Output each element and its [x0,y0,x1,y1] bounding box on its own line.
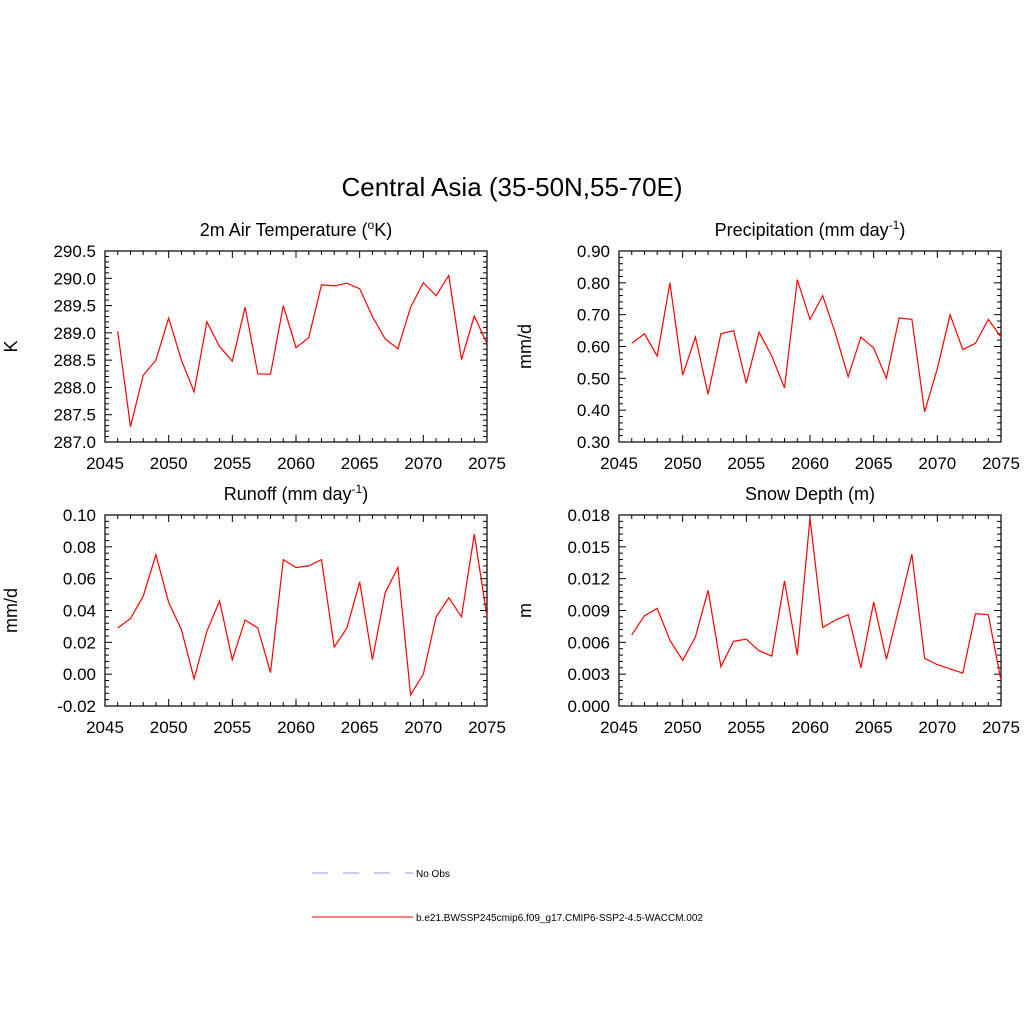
y-tick-label: 287.5 [53,406,96,425]
panel-title-tail: ) [899,220,905,240]
plot-frame [618,250,1002,443]
x-tick-label: 2055 [727,718,765,737]
y-tick-label: 0.40 [577,401,610,420]
x-tick-label: 2075 [982,454,1020,473]
chart-panel-3: Runoff (mm day-1) mm/d 2045 2050 2055 2060 206… [1,482,506,737]
y-tick-label: 290.5 [53,242,96,261]
x-tick-label: 2055 [213,454,251,473]
panel-title: Runoff (mm day-1) [224,482,368,504]
y-tick-label: 0.006 [567,633,610,652]
x-tick-label: 2060 [277,454,315,473]
legend: No Obs b.e21.BWSSP245cmip6.f09_g17.CMIP6-… [312,869,703,924]
x-tick-label: 2045 [600,454,638,473]
y-tick-label: 0.90 [577,242,610,261]
panel-title-superscript: -1 [352,482,363,496]
y-tick-label: 0.012 [567,570,610,589]
chart-panel-1: 2m Air Temperature (oK) K 2045 2050 2055 2060… [1,218,506,473]
x-tick-label: 2070 [404,454,442,473]
series-line-1 [117,273,488,427]
x-tick-label: 2055 [213,718,251,737]
x-tick-label: 2060 [791,454,829,473]
panel-title: Snow Depth (m) [745,484,875,504]
y-tick-label: 0.02 [63,633,96,652]
x-tick-label: 2055 [727,454,765,473]
y-tick-label: 0.06 [63,570,96,589]
x-tick-label: 2065 [341,718,379,737]
series-line-1 [631,518,1002,681]
x-tick-label: 2050 [664,454,702,473]
y-tick-label: 0.08 [63,538,96,557]
x-tick-label: 2050 [150,718,188,737]
series-line-1 [117,534,488,697]
y-tick-label: 0.70 [577,306,610,325]
x-tick-label: 2060 [277,718,315,737]
panel-title-text: Precipitation (mm day [715,220,889,240]
chart-panel-4: Snow Depth (m) m 2045 2050 2055 2060 2065 2070 2… [515,484,1020,737]
legend-label: No Obs [416,869,450,880]
panel-title-text: 2m Air Temperature ( [200,220,368,240]
x-tick-label: 2045 [600,718,638,737]
chart-panels: 2m Air Temperature (oK) K 2045 2050 2055 2060… [1,218,1020,737]
legend-item-2: b.e21.BWSSP245cmip6.f09_g17.CMIP6-SSP2-4… [312,913,703,924]
x-tick-label: 2070 [918,718,956,737]
y-tick-label: 287.0 [53,433,96,452]
y-tick-label: 289.0 [53,324,96,343]
x-tick-label: 2050 [664,718,702,737]
y-tick-label: 0.04 [63,602,96,621]
y-tick-label: 0.00 [63,665,96,684]
y-tick-label: 0.30 [577,433,610,452]
x-tick-label: 2075 [468,718,506,737]
figure-title: Central Asia (35-50N,55-70E) [341,172,682,202]
x-tick-label: 2060 [791,718,829,737]
plot-frame [618,514,1002,707]
plot-frame [104,514,488,707]
y-tick-label: 0.003 [567,665,610,684]
panel-title-superscript: o [368,218,375,232]
x-tick-label: 2075 [468,454,506,473]
legend-label: b.e21.BWSSP245cmip6.f09_g17.CMIP6-SSP2-4… [416,913,703,924]
y-tick-label: 290.0 [53,269,96,288]
panel-title-tail: ) [362,484,368,504]
chart-panel-2: Precipitation (mm day-1) mm/d 2045 2050 2055… [515,218,1020,473]
y-axis-label: K [1,340,21,352]
y-tick-label: 289.5 [53,297,96,316]
x-tick-label: 2070 [404,718,442,737]
panel-title-tail: K) [374,220,392,240]
legend-item-1: No Obs [312,869,450,880]
x-tick-label: 2045 [86,718,124,737]
y-tick-label: 0.80 [577,274,610,293]
x-tick-label: 2065 [855,718,893,737]
panel-title: Precipitation (mm day-1) [715,218,906,240]
y-tick-label: 0.60 [577,338,610,357]
panel-title-superscript: -1 [889,218,900,232]
y-tick-label: 288.5 [53,351,96,370]
y-axis-label: m [515,603,535,618]
x-tick-label: 2065 [341,454,379,473]
panel-title-text: Snow Depth (m) [745,484,875,504]
x-tick-label: 2045 [86,454,124,473]
x-tick-label: 2065 [855,454,893,473]
y-axis-label: mm/d [1,588,21,633]
series-line-1 [631,279,1002,412]
y-tick-label: 0.018 [567,506,610,525]
y-axis-label: mm/d [515,324,535,369]
panel-title: 2m Air Temperature (oK) [200,218,392,240]
y-tick-label: -0.02 [57,697,96,716]
y-tick-label: 0.009 [567,602,610,621]
y-tick-label: 0.000 [567,697,610,716]
y-tick-label: 0.50 [577,369,610,388]
panel-title-text: Runoff (mm day [224,484,352,504]
x-tick-label: 2075 [982,718,1020,737]
x-tick-label: 2070 [918,454,956,473]
y-tick-label: 288.0 [53,378,96,397]
y-tick-label: 0.015 [567,538,610,557]
x-tick-label: 2050 [150,454,188,473]
y-tick-label: 0.10 [63,506,96,525]
